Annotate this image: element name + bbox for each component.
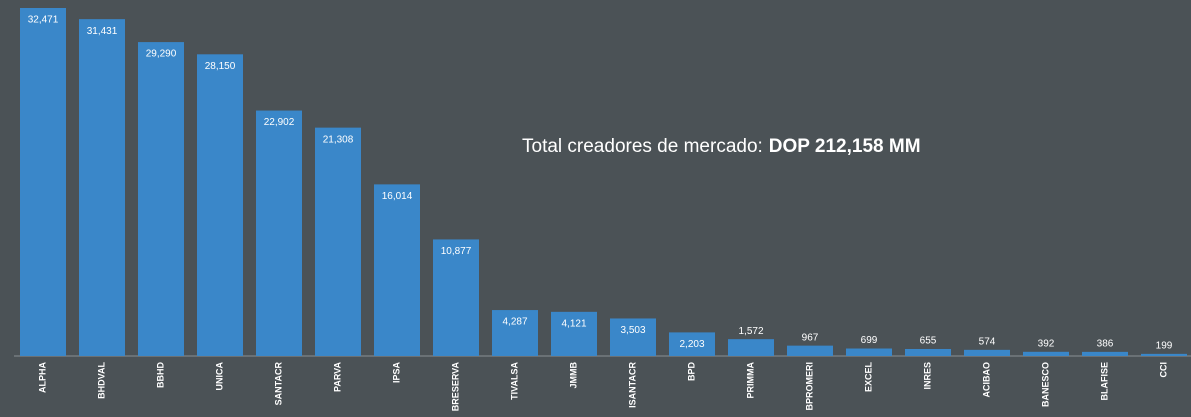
x-tick-label: BPROMERI	[804, 362, 814, 411]
bar	[433, 239, 479, 356]
value-label: 29,290	[146, 49, 177, 60]
x-tick-label: BHDVAL	[96, 362, 106, 399]
x-tick-label: BRESERVA	[450, 362, 460, 412]
value-label: 2,203	[679, 339, 704, 350]
value-label: 967	[802, 332, 819, 343]
x-tick-label: ACIBAO	[981, 362, 991, 398]
bar	[315, 127, 361, 356]
bar	[787, 345, 833, 356]
x-tick-label: EXCEL	[863, 362, 873, 393]
x-tick-label: SANTACR	[273, 362, 283, 406]
x-tick-label: IPSA	[391, 362, 401, 384]
bar	[197, 54, 243, 356]
bar	[138, 42, 184, 357]
value-label: 32,471	[28, 15, 59, 26]
value-label: 699	[861, 335, 878, 346]
bar	[374, 184, 420, 356]
bar	[492, 310, 538, 356]
x-tick-label: INRES	[922, 362, 932, 390]
bar	[551, 311, 597, 356]
x-tick-label: BLAFISE	[1099, 362, 1109, 401]
bar	[1082, 351, 1128, 356]
x-tick-label: PARVA	[332, 362, 342, 393]
value-label: 31,431	[87, 26, 118, 37]
value-label: 392	[1038, 338, 1055, 349]
x-tick-label: UNICA	[214, 362, 224, 391]
value-label: 4,121	[561, 318, 586, 329]
value-label: 386	[1097, 339, 1114, 350]
bar	[610, 318, 656, 356]
value-label: 655	[920, 336, 937, 347]
bar	[905, 348, 951, 356]
value-label: 16,014	[382, 191, 413, 202]
x-tick-label: ISANTACR	[627, 362, 637, 408]
value-label: 22,902	[264, 117, 295, 128]
annotation: Total creadores de mercado: DOP 212,158 M…	[522, 136, 921, 157]
bar	[79, 19, 125, 357]
value-label: 199	[1156, 341, 1173, 352]
bar	[964, 349, 1010, 356]
value-label: 21,308	[323, 134, 354, 145]
bar	[1023, 351, 1069, 356]
value-label: 574	[979, 336, 996, 347]
x-tick-label: PRIMMA	[745, 362, 755, 399]
value-label: 3,503	[620, 325, 645, 336]
x-tick-label: JMMB	[568, 362, 578, 389]
annotation-text: Total creadores de mercado:	[522, 136, 763, 157]
bar	[256, 110, 302, 357]
value-label: 10,877	[441, 246, 472, 257]
annotation-highlight: DOP 212,158 MM	[769, 136, 921, 157]
x-tick-label: BPD	[686, 362, 696, 382]
x-tick-label: ALPHA	[37, 362, 47, 393]
value-label: 28,150	[205, 61, 236, 72]
value-label: 1,572	[738, 326, 763, 337]
x-tick-label: CCI	[1158, 362, 1168, 378]
bar	[728, 339, 774, 356]
x-tick-label: BANESCO	[1040, 362, 1050, 407]
bar	[1141, 353, 1187, 356]
bar	[20, 8, 66, 356]
x-tick-label: BBHD	[155, 362, 165, 388]
x-tick-label: TIVALSA	[509, 362, 519, 400]
bar	[846, 348, 892, 356]
bar	[669, 332, 715, 356]
value-label: 4,287	[502, 317, 527, 328]
